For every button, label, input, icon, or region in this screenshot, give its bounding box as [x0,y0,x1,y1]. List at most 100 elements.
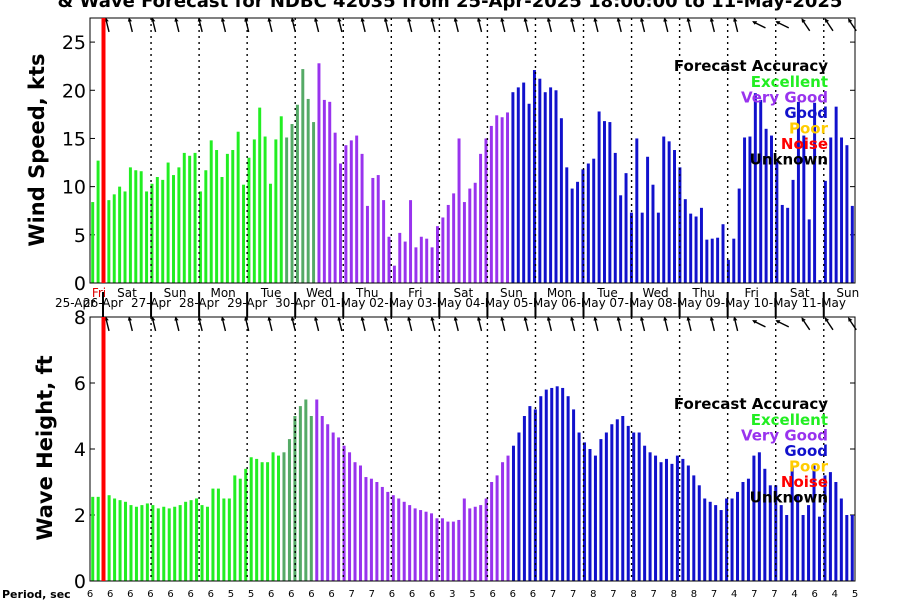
bar [446,521,450,581]
bar [413,508,417,581]
arrow-icon [500,316,506,332]
arrow-icon [775,21,790,29]
bar [227,498,231,581]
bar [134,170,138,283]
bar [615,419,619,581]
bar [349,140,353,283]
bar [823,475,827,581]
wave-y-axis-label: Wave Height, ft [33,355,57,540]
arrow-icon [267,316,273,332]
bar [768,485,772,581]
arrow-icon [616,17,622,33]
bar [490,482,494,581]
bar [156,508,160,581]
bar [139,171,143,283]
bar [785,515,789,581]
day-weekday-label: Tue [260,286,282,300]
period-value: 5 [248,589,254,600]
day-date-label: 05-May [513,296,557,310]
bar [790,465,794,581]
arrow-icon [801,18,811,32]
bar [572,409,576,581]
bar [721,224,725,283]
bar [274,139,278,283]
bar [479,153,483,283]
day-date-label: 01-May [321,296,365,310]
bar [757,452,761,581]
arrow-icon [848,18,857,32]
period-value: 3 [449,589,455,600]
arrow-icon [824,317,834,331]
bar [550,387,554,581]
bar [812,465,816,581]
bar [337,437,341,581]
bar [140,505,144,581]
period-value: 5 [228,589,234,600]
period-value: 5 [852,589,858,600]
bar [468,188,472,283]
period-label: Period, sec [2,588,71,600]
bar [506,455,510,581]
period-value: 6 [812,589,818,600]
bar [554,90,558,283]
bar [544,389,548,581]
bar [309,416,313,581]
day-label-strip: Fri25-AprSat26-AprSun27-AprMon28-AprTue2… [55,282,859,318]
bar [823,180,827,283]
bar [522,416,526,581]
day-weekday-label: Sun [500,286,523,300]
bar [850,205,854,283]
bar [506,112,509,283]
bar [162,506,166,581]
bar [392,265,396,283]
bar [279,116,283,283]
period-value: 8 [691,589,697,600]
day-weekday-label: Thu [355,286,379,300]
bar [290,124,294,283]
bar [648,452,652,581]
bar [588,449,592,581]
arrow-icon [314,17,320,33]
bar [306,98,310,283]
bar [430,247,434,283]
bar [817,516,821,581]
period-value: 7 [610,589,616,600]
bar [511,445,515,581]
legend-item: Poor [789,120,829,138]
bar [802,135,806,283]
bar [268,183,272,283]
arrow-icon [570,17,576,33]
arrow-icon [290,17,296,33]
arrow-icon [477,17,483,33]
bar [167,508,171,581]
bar [409,200,413,283]
arrow-icon [775,320,790,328]
legend-item: Excellent [751,73,828,91]
bar [326,424,330,581]
legend-item: Poor [789,458,829,476]
bar [233,475,237,581]
bar [457,519,461,581]
bar [500,117,504,283]
arrow-icon [407,316,413,332]
bar [686,465,690,581]
bar [577,432,581,581]
bar [517,432,521,581]
bar [694,216,698,283]
day-date-label: 26-Apr [83,296,123,310]
period-value: 4 [791,589,797,600]
legend-title: Forecast Accuracy [674,395,828,413]
bar [173,506,177,581]
bar [532,70,536,283]
arrow-icon [244,316,250,332]
period-value: 7 [369,589,375,600]
bar [473,506,477,581]
bar [391,495,395,581]
bar [419,236,423,283]
day-weekday-label: Fri [408,286,422,300]
day-date-label: 02-May [369,296,413,310]
bar [285,137,289,283]
bar [166,162,170,283]
bar [779,505,783,581]
